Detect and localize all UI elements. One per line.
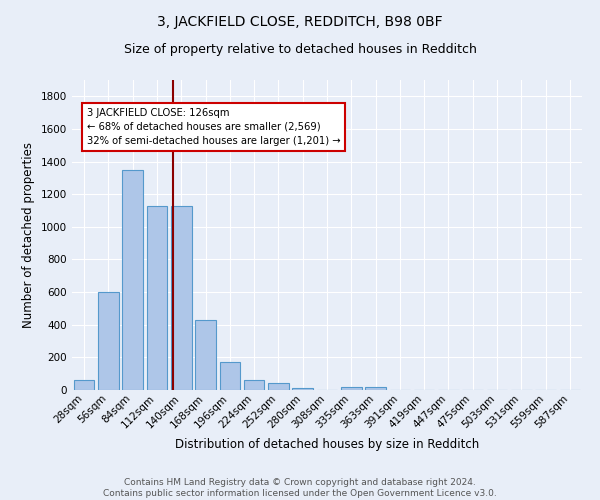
Text: Contains HM Land Registry data © Crown copyright and database right 2024.
Contai: Contains HM Land Registry data © Crown c… [103, 478, 497, 498]
Bar [146, 206, 167, 390]
Bar [195, 320, 216, 390]
Bar [220, 362, 240, 390]
Y-axis label: Number of detached properties: Number of detached properties [22, 142, 35, 328]
Text: 3, JACKFIELD CLOSE, REDDITCH, B98 0BF: 3, JACKFIELD CLOSE, REDDITCH, B98 0BF [157, 15, 443, 29]
Bar [74, 380, 94, 390]
Text: Size of property relative to detached houses in Redditch: Size of property relative to detached ho… [124, 42, 476, 56]
Bar [268, 384, 289, 390]
Text: 3 JACKFIELD CLOSE: 126sqm
← 68% of detached houses are smaller (2,569)
32% of se: 3 JACKFIELD CLOSE: 126sqm ← 68% of detac… [86, 108, 340, 146]
Bar [98, 292, 119, 390]
Bar [122, 170, 143, 390]
Bar [365, 386, 386, 390]
X-axis label: Distribution of detached houses by size in Redditch: Distribution of detached houses by size … [175, 438, 479, 451]
Bar [292, 388, 313, 390]
Bar [244, 380, 265, 390]
Bar [341, 386, 362, 390]
Bar [171, 206, 191, 390]
